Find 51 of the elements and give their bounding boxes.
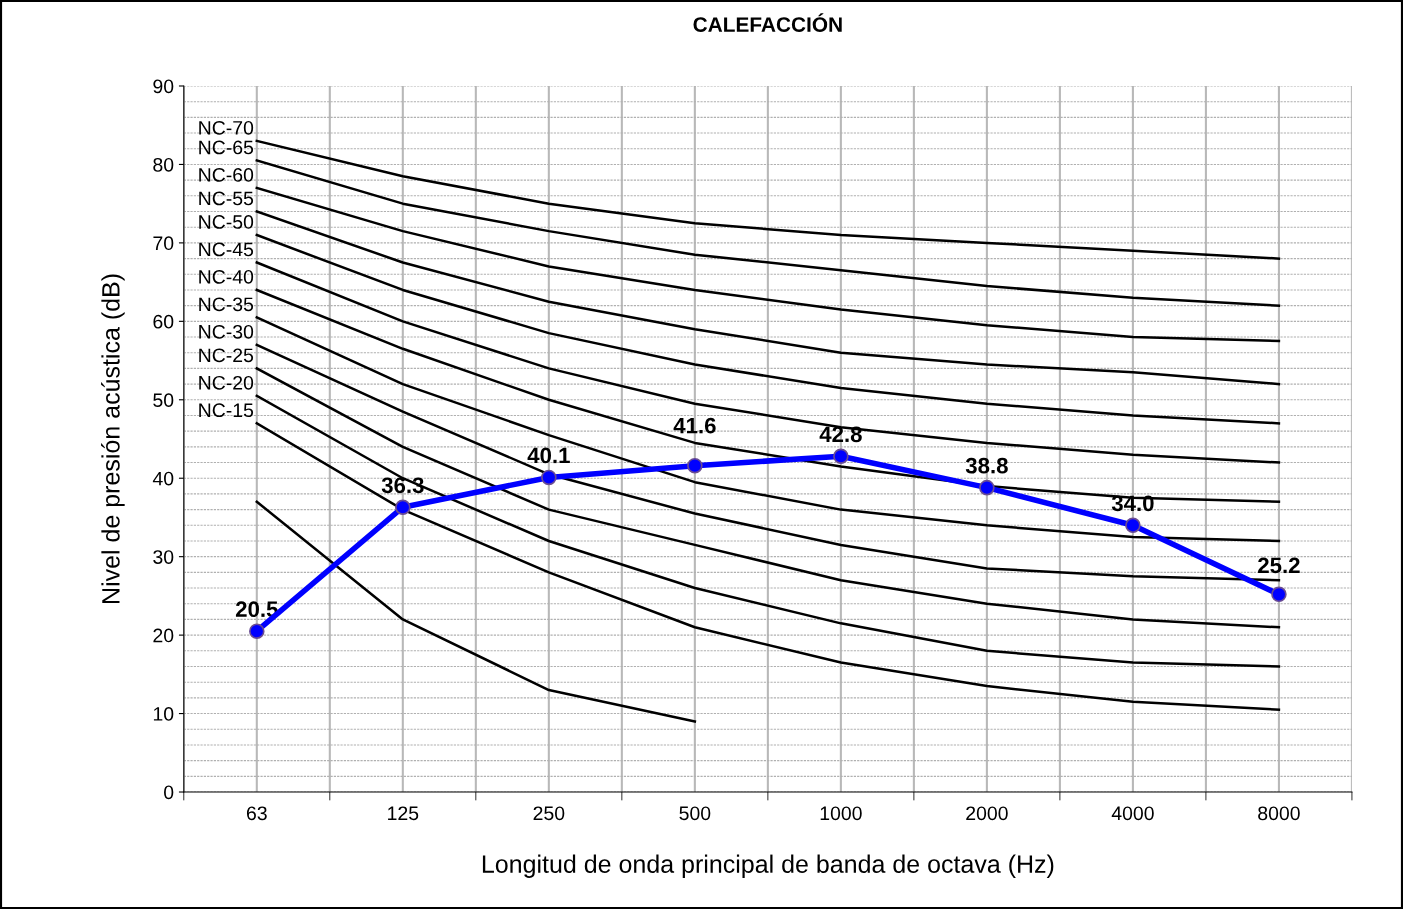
point <box>249 623 265 639</box>
point <box>395 499 411 516</box>
data-label: 41.6 <box>673 417 716 434</box>
y-tick-label: 80 <box>153 157 174 172</box>
series-label: NC-55 <box>199 191 254 206</box>
line-series <box>255 139 1281 260</box>
data-label: 40.1 <box>527 447 570 464</box>
x-tick-label: 4000 <box>1111 806 1154 821</box>
x-tick-label: 2000 <box>966 806 1008 821</box>
series-label: NC-50 <box>199 215 254 229</box>
line-series <box>255 316 1281 543</box>
point <box>833 448 849 465</box>
series-label: NC-35 <box>199 297 254 312</box>
series-label: NC-15 <box>199 403 254 418</box>
y-tick-label: 30 <box>153 550 174 564</box>
data-label: 36.3 <box>381 477 424 494</box>
series-label: NC-60 <box>199 168 254 182</box>
series-label: NC-30 <box>199 324 254 339</box>
series-label: NC-40 <box>199 269 254 284</box>
series-label: NC-65 <box>199 140 254 155</box>
y-tick-label: 20 <box>153 628 174 643</box>
point <box>979 479 995 496</box>
series-label: NC-45 <box>199 242 254 257</box>
line-series <box>255 210 1281 386</box>
line-series <box>255 159 1281 307</box>
series-label: NC-20 <box>199 375 254 390</box>
y-tick-label: 40 <box>152 471 174 486</box>
x-tick-label: 63 <box>246 806 267 821</box>
data-label: 38.8 <box>965 457 1008 474</box>
x-tick-label: 8000 <box>1258 806 1300 821</box>
x-tick-label: 1000 <box>820 806 862 821</box>
x-tick-label: 125 <box>388 806 419 821</box>
series-label: NC-70 <box>199 120 254 135</box>
y-tick-label: 10 <box>153 707 174 721</box>
point <box>687 457 703 474</box>
y-tick-label: 0 <box>164 785 174 800</box>
y-axis-title: Nivel de presión acústica (dB) <box>101 274 125 603</box>
point <box>1271 586 1287 603</box>
y-tick-label: 70 <box>153 236 174 251</box>
y-tick-label: 50 <box>153 393 174 408</box>
y-tick-label: 90 <box>153 79 174 94</box>
point <box>541 469 557 486</box>
x-tick-label: 250 <box>533 806 565 821</box>
point <box>1125 517 1141 534</box>
y-tick-label: 60 <box>153 314 174 329</box>
line-series <box>255 186 1281 343</box>
x-tick-label: 500 <box>679 806 711 821</box>
x-axis-title: Longitud de onda principal de banda de octava (Hz) <box>482 854 1054 878</box>
chart-title: CALEFACCIÓN <box>693 13 842 32</box>
data-label: 25.2 <box>1258 557 1300 574</box>
series-label: NC-25 <box>199 348 254 363</box>
